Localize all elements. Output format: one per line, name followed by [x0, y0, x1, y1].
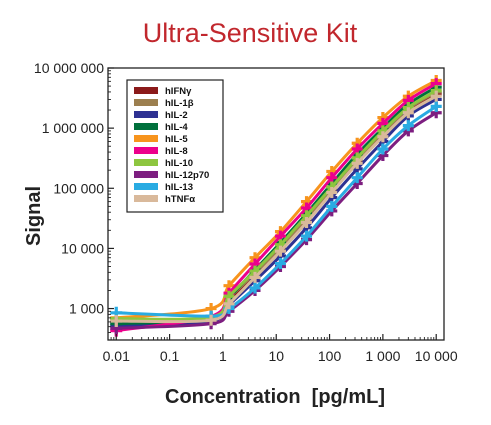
legend-swatch	[134, 111, 158, 118]
legend-swatch	[134, 135, 158, 142]
legend-swatch	[134, 123, 158, 130]
legend: hIFNγhIL-1βhIL-2hIL-4hIL-5hIL-8hIL-10hIL…	[126, 79, 224, 213]
x-tick-label: 1	[219, 348, 227, 364]
legend-item: hIL-2	[134, 110, 188, 121]
legend-item: hTNFα	[134, 194, 195, 205]
data-point	[377, 143, 389, 155]
legend-swatch	[134, 159, 158, 166]
data-point	[326, 187, 338, 199]
legend-item: hIL-1β	[134, 98, 194, 109]
y-tick-label: 1 000	[69, 301, 104, 317]
data-point	[205, 314, 217, 326]
x-tick-label: 10 000	[415, 348, 458, 364]
x-tick-label: 10	[268, 348, 284, 364]
data-point	[326, 172, 338, 184]
x-tick-label: 0.1	[160, 348, 180, 364]
x-tick-label: 100	[318, 348, 342, 364]
legend-label: hIL-10	[165, 158, 193, 169]
legend-item: hIL-4	[134, 122, 188, 133]
legend-swatch	[134, 195, 158, 202]
data-point	[223, 298, 235, 310]
legend-swatch	[134, 171, 158, 178]
legend-label: hIL-12p70	[165, 170, 209, 181]
series-htnf-	[110, 90, 442, 328]
axes-layer: 1 000 10 000 100 000 1 000 000 10 000 000 0.0…	[34, 60, 458, 364]
legend-label: hTNFα	[165, 194, 195, 205]
legend-label: hIFNγ	[165, 86, 192, 97]
data-point	[326, 200, 338, 212]
data-point	[249, 282, 261, 294]
y-tick-label: 10 000 000	[34, 60, 104, 76]
legend-item: hIL-13	[134, 182, 193, 193]
legend-item: hIL-12p70	[134, 170, 209, 181]
legend-label: hIL-5	[165, 134, 188, 145]
data-point	[351, 157, 363, 169]
data-point	[274, 245, 286, 257]
legend-item: hIL-8	[134, 146, 188, 157]
legend-item: hIFNγ	[134, 86, 192, 97]
legend-item: hIL-5	[134, 134, 188, 145]
data-point	[430, 100, 442, 112]
data-point	[377, 131, 389, 143]
data-point	[402, 107, 414, 119]
y-tick-label: 1 000 000	[42, 120, 104, 136]
legend-label: hIL-4	[165, 122, 188, 133]
x-tick-label: 1 000	[365, 348, 400, 364]
y-tick-label: 100 000	[53, 180, 104, 196]
legend-label: hIL-13	[165, 182, 193, 193]
data-point	[351, 172, 363, 184]
legend-item: hIL-10	[134, 158, 193, 169]
series-layer	[110, 74, 442, 337]
chart-title: Ultra-Sensitive Kit	[143, 18, 358, 48]
data-point	[430, 90, 442, 102]
data-point	[301, 216, 313, 228]
data-point	[249, 271, 261, 283]
legend-label: hIL-2	[165, 110, 188, 121]
y-tick-label: 10 000	[61, 240, 104, 256]
legend-swatch	[134, 147, 158, 154]
legend-label: hIL-8	[165, 146, 188, 157]
legend-swatch	[134, 183, 158, 190]
x-tick-label: 0.01	[103, 348, 130, 364]
legend-swatch	[134, 99, 158, 106]
data-point	[402, 120, 414, 132]
data-point	[274, 258, 286, 270]
data-point	[110, 315, 123, 328]
x-axis-label: Concentration [pg/mL]	[165, 386, 385, 408]
data-point	[301, 230, 313, 242]
y-axis-label: Signal	[23, 186, 45, 246]
legend-swatch	[134, 87, 158, 94]
legend-label: hIL-1β	[165, 98, 194, 109]
